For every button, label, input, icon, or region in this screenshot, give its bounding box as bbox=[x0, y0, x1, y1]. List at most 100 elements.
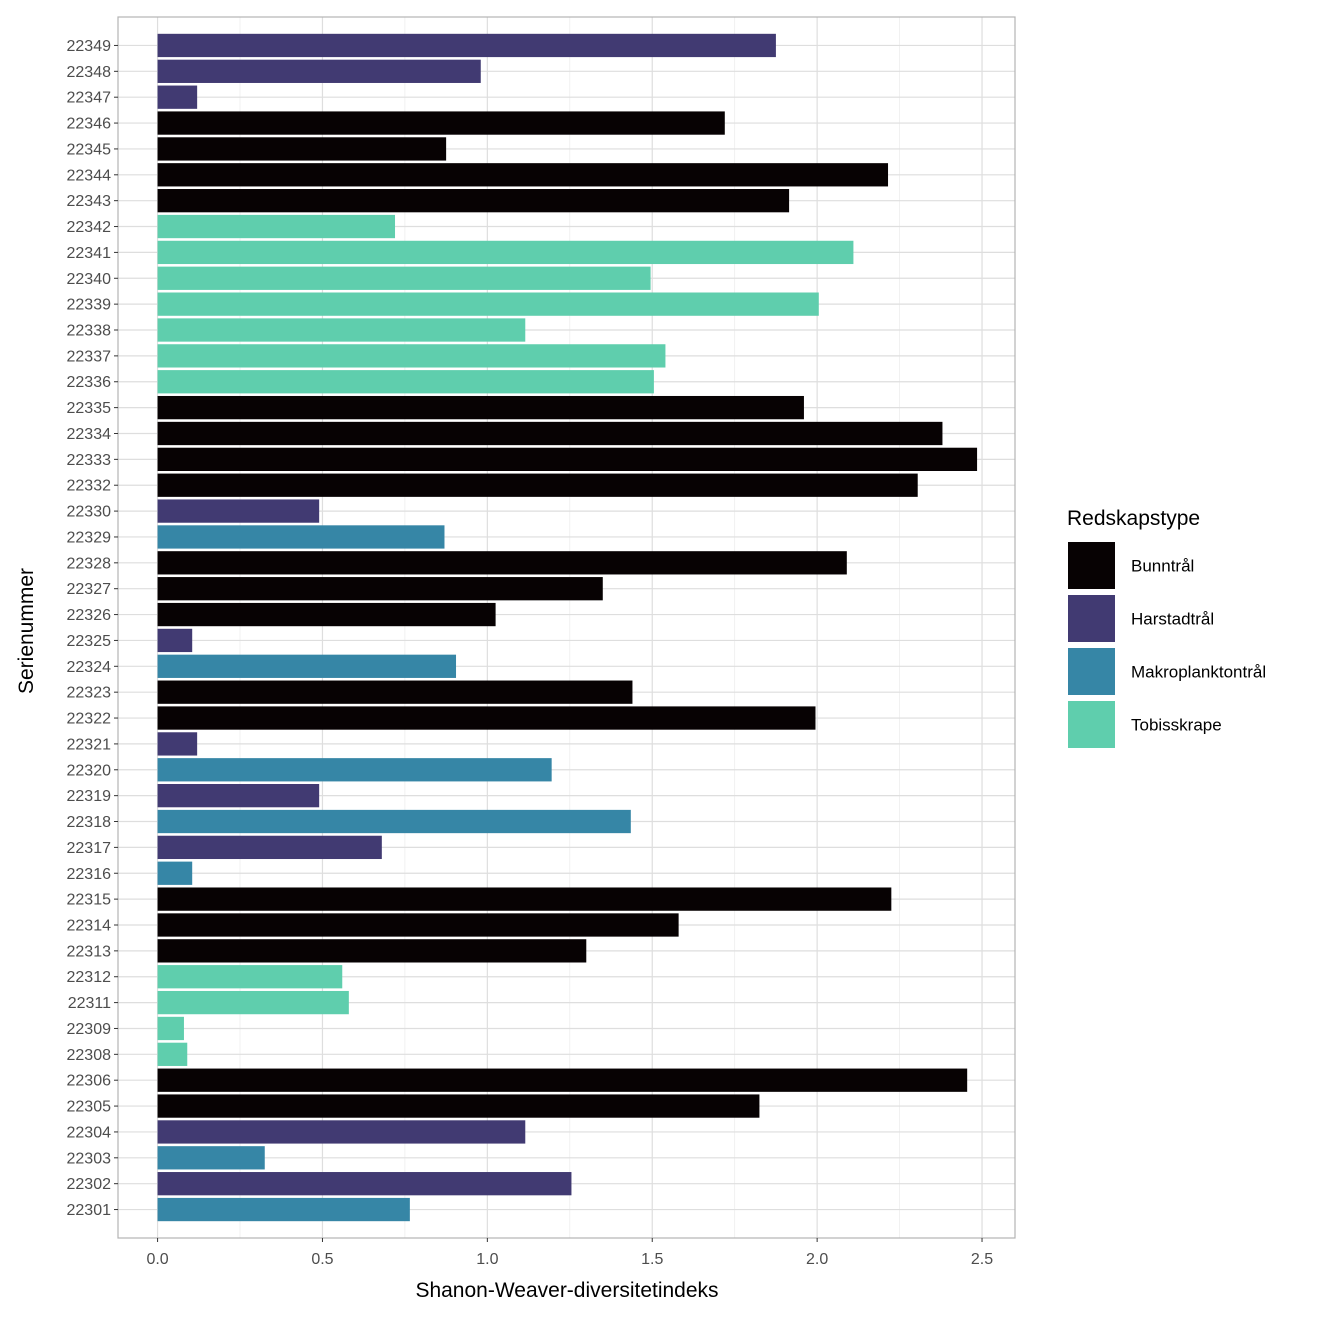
x-axis-title: Shanon-Weaver-diversitetindeks bbox=[415, 1279, 718, 1302]
y-tick-label: 22328 bbox=[67, 555, 112, 572]
bar-22308 bbox=[157, 1042, 188, 1066]
x-tick-label: 1.5 bbox=[641, 1251, 663, 1268]
y-tick-label: 22303 bbox=[67, 1150, 112, 1167]
y-tick-label: 22322 bbox=[67, 711, 112, 728]
bar-22330 bbox=[157, 499, 320, 523]
bar-22335 bbox=[157, 395, 804, 420]
x-tick-label: 2.5 bbox=[971, 1251, 993, 1268]
legend: Redskapstype Bunntrål Harstadtrål Makropla… bbox=[1067, 507, 1266, 748]
legend-label: Makroplanktontrål bbox=[1131, 663, 1266, 682]
bar-22318 bbox=[157, 809, 631, 834]
bar-22327 bbox=[157, 577, 603, 601]
bar-22309 bbox=[157, 1016, 184, 1041]
y-tick-label: 22306 bbox=[67, 1073, 112, 1090]
legend-title: Redskapstype bbox=[1067, 507, 1200, 530]
y-tick-label: 22344 bbox=[67, 167, 112, 184]
legend-label: Harstadtrål bbox=[1131, 610, 1214, 629]
bar-22340 bbox=[157, 266, 651, 290]
y-tick-label: 22319 bbox=[67, 788, 112, 805]
bar-22322 bbox=[157, 706, 816, 730]
y-tick-label: 22326 bbox=[67, 607, 112, 624]
legend-key-0 bbox=[1068, 542, 1115, 589]
bar-22328 bbox=[157, 551, 847, 575]
bar-22348 bbox=[157, 59, 481, 83]
bar-22311 bbox=[157, 990, 349, 1015]
bar-22320 bbox=[157, 758, 552, 782]
bar-22306 bbox=[157, 1068, 968, 1092]
bar-22314 bbox=[157, 913, 679, 937]
y-tick-label: 22321 bbox=[67, 736, 112, 753]
y-tick-label: 22301 bbox=[67, 1202, 112, 1219]
x-tick-label: 2.0 bbox=[806, 1251, 828, 1268]
bar-22305 bbox=[157, 1094, 760, 1118]
y-tick-label: 22346 bbox=[67, 116, 112, 133]
y-tick-label: 22343 bbox=[67, 193, 112, 210]
bar-22329 bbox=[157, 525, 445, 549]
legend-key-3 bbox=[1068, 701, 1115, 748]
bar-22325 bbox=[157, 628, 193, 653]
bar-22317 bbox=[157, 835, 382, 860]
x-tick-label: 0.5 bbox=[311, 1251, 333, 1268]
y-tick-label: 22314 bbox=[67, 917, 112, 934]
y-tick-label: 22336 bbox=[67, 374, 112, 391]
y-tick-label: 22333 bbox=[67, 452, 112, 469]
x-tick-labels: 0.0 0.5 1.0 1.5 2.0 2.5 bbox=[146, 1238, 993, 1268]
bar-22301 bbox=[157, 1197, 410, 1222]
y-tick-label: 22315 bbox=[67, 892, 112, 909]
bar-22324 bbox=[157, 654, 457, 678]
y-tick-label: 22324 bbox=[67, 659, 112, 676]
y-tick-label: 22340 bbox=[67, 271, 112, 288]
bar-22304 bbox=[157, 1120, 526, 1144]
y-tick-label: 22309 bbox=[67, 1021, 112, 1038]
legend-label: Bunntrål bbox=[1131, 557, 1194, 576]
y-tick-label: 22348 bbox=[67, 64, 112, 81]
y-tick-label: 22345 bbox=[67, 141, 112, 158]
bar-22342 bbox=[157, 214, 396, 239]
bar-22323 bbox=[157, 680, 633, 704]
bar-22333 bbox=[157, 447, 978, 471]
legend-key-1 bbox=[1068, 595, 1115, 642]
plot-panel bbox=[117, 16, 1016, 1239]
bar-22303 bbox=[157, 1146, 265, 1170]
y-tick-label: 22349 bbox=[67, 38, 112, 55]
y-tick-label: 22323 bbox=[67, 685, 112, 702]
y-tick-label: 22330 bbox=[67, 504, 112, 521]
y-tick-label: 22325 bbox=[67, 633, 112, 650]
bar-22337 bbox=[157, 344, 666, 368]
bar-22319 bbox=[157, 784, 320, 808]
bar-22316 bbox=[157, 861, 193, 885]
y-tick-label: 22342 bbox=[67, 219, 112, 236]
y-tick-label: 22341 bbox=[67, 245, 112, 262]
x-tick-label: 0.0 bbox=[146, 1251, 168, 1268]
bar-22345 bbox=[157, 137, 447, 161]
bar-22344 bbox=[157, 163, 889, 187]
y-tick-label: 22305 bbox=[67, 1099, 112, 1116]
y-tick-label: 22318 bbox=[67, 814, 112, 831]
bar-22321 bbox=[157, 732, 198, 756]
y-tick-label: 22316 bbox=[67, 866, 112, 883]
y-tick-label: 22337 bbox=[67, 348, 112, 365]
bar-22313 bbox=[157, 939, 587, 963]
bar-22302 bbox=[157, 1172, 572, 1196]
legend-key-2 bbox=[1068, 648, 1115, 695]
bar-22341 bbox=[157, 240, 854, 265]
bar-22332 bbox=[157, 473, 918, 497]
y-axis-title: Serienummer bbox=[15, 568, 38, 694]
bar-22326 bbox=[157, 602, 496, 627]
y-tick-label: 22308 bbox=[67, 1047, 112, 1064]
y-tick-labels: 22301 22302 22303 22304 22305 22306 22308 22309… bbox=[67, 38, 118, 1219]
bar-22339 bbox=[157, 292, 819, 316]
y-tick-label: 22311 bbox=[68, 995, 111, 1012]
bar-22312 bbox=[157, 965, 343, 989]
y-tick-label: 22329 bbox=[67, 529, 112, 546]
y-tick-label: 22312 bbox=[67, 969, 112, 986]
x-tick-label: 1.0 bbox=[476, 1251, 498, 1268]
y-tick-label: 22339 bbox=[67, 297, 112, 314]
legend-label: Tobisskrape bbox=[1131, 716, 1222, 735]
y-tick-label: 22335 bbox=[67, 400, 112, 417]
y-tick-label: 22334 bbox=[67, 426, 112, 443]
y-tick-label: 22317 bbox=[67, 840, 112, 857]
y-tick-label: 22347 bbox=[67, 90, 112, 107]
bar-22336 bbox=[157, 370, 654, 394]
